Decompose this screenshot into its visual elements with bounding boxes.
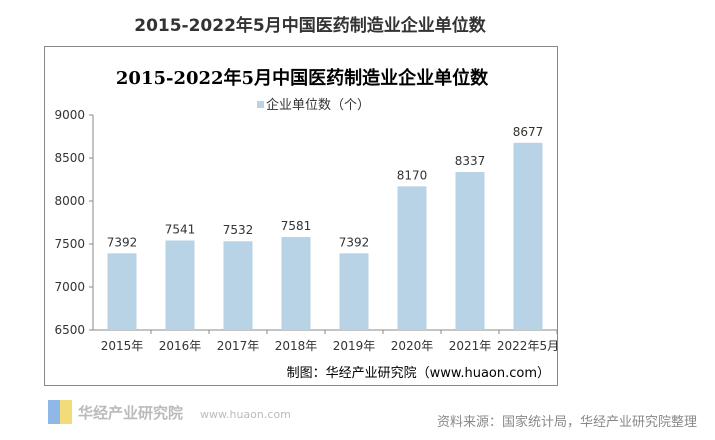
- x-tick-label: 2021年: [449, 339, 492, 353]
- bar: [107, 253, 137, 330]
- bar: [223, 241, 253, 330]
- y-tick-label: 9000: [54, 108, 85, 122]
- x-tick-label: 2020年: [391, 339, 434, 353]
- bar: [513, 142, 543, 330]
- page-title: 2015-2022年5月中国医药制造业企业单位数: [134, 16, 486, 36]
- watermark: 华经产业研究院: [78, 404, 183, 422]
- watermark-logo-blue: [48, 400, 60, 424]
- x-tick-label: 2022年5月: [497, 339, 559, 353]
- data-label: 8337: [455, 154, 486, 168]
- y-tick-label: 8000: [54, 194, 85, 208]
- x-tick-label: 2016年: [159, 339, 202, 353]
- data-label: 8677: [513, 125, 544, 139]
- data-label: 7581: [281, 219, 312, 233]
- bar: [339, 253, 369, 330]
- chart-frame: [44, 46, 558, 386]
- bar: [397, 186, 427, 330]
- y-tick-label: 7500: [54, 237, 85, 251]
- y-tick-label: 7000: [54, 280, 85, 294]
- bar: [165, 240, 195, 330]
- watermark-url: www.huaon.com: [200, 408, 291, 421]
- y-tick-label: 6500: [54, 323, 85, 337]
- data-label: 8170: [397, 168, 428, 182]
- data-label: 7541: [165, 222, 196, 236]
- x-tick-label: 2018年: [275, 339, 318, 353]
- data-label: 7392: [107, 235, 138, 249]
- chart-title: 2015-2022年5月中国医药制造业企业单位数: [116, 67, 489, 89]
- data-label: 7392: [339, 235, 370, 249]
- legend-swatch: [257, 101, 264, 108]
- x-tick-label: 2019年: [333, 339, 376, 353]
- chart-credit: 制图：华经产业研究院（www.huaon.com）: [287, 366, 550, 381]
- watermark-logo-yellow: [60, 400, 72, 424]
- x-tick-label: 2017年: [217, 339, 260, 353]
- source-note: 资料来源：国家统计局，华经产业研究院整理: [436, 415, 697, 430]
- x-tick-label: 2015年: [101, 339, 144, 353]
- legend-label: 企业单位数（个）: [266, 97, 370, 113]
- bar: [281, 237, 311, 330]
- data-label: 7532: [223, 223, 254, 237]
- y-tick-label: 8500: [54, 151, 85, 165]
- bar: [455, 172, 485, 330]
